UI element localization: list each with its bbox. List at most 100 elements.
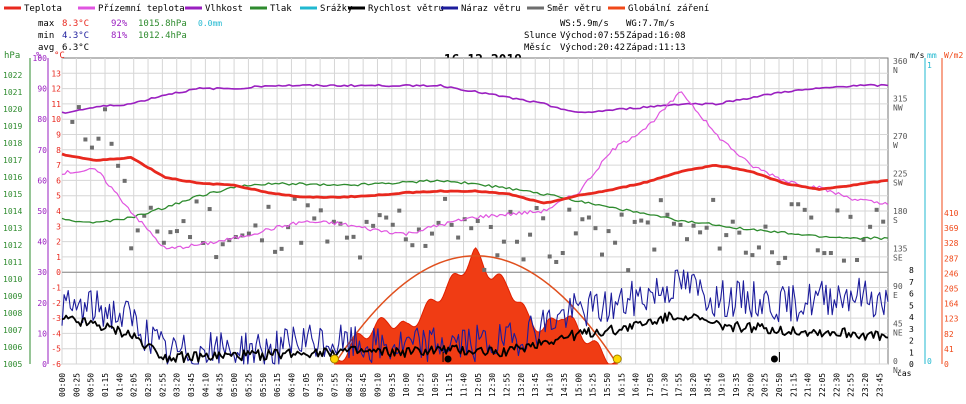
wind-dir-point — [318, 208, 323, 213]
wind-dir-point — [273, 249, 278, 254]
axis-tick-degc: -1 — [51, 284, 61, 293]
wind-dir-point — [855, 257, 860, 262]
sunrise-marker — [329, 354, 339, 364]
x-axis-label: čas — [897, 368, 912, 378]
x-tick-label: 13:45 — [531, 373, 540, 397]
wind-dir-point — [619, 212, 624, 217]
wind-dir-point — [116, 163, 121, 168]
wind-dir-point — [593, 226, 598, 231]
axis-unit-wm2: W/m2 — [944, 51, 963, 60]
legend-label: Vlhkost — [205, 4, 243, 14]
wind-dir-point — [586, 215, 591, 220]
moonrise-marker — [770, 355, 778, 363]
axis-tick-hpa: 1007 — [3, 326, 22, 335]
wind-dir-point — [868, 224, 873, 229]
axis-tick-hpa: 1022 — [3, 71, 22, 80]
x-tick-label: 20:00 — [746, 373, 755, 397]
wind-dir-point — [508, 209, 513, 214]
axis-tick-wm2: 369 — [944, 224, 959, 233]
wind-dir-point — [292, 196, 297, 201]
axis-tick-ms: 1 — [909, 348, 914, 357]
axis-tick-degc: 9 — [56, 131, 61, 140]
wind-dir-point — [841, 258, 846, 263]
axis-tick-wm2: 164 — [944, 300, 959, 309]
wind-dir-point — [750, 253, 755, 258]
wind-dir-point — [253, 223, 258, 228]
wind-dir-point — [815, 248, 820, 253]
axis-tick-pct: 40 — [37, 238, 47, 247]
wind-dir-point — [390, 222, 395, 227]
wind-dir-point — [665, 212, 670, 217]
wind-dir-point — [174, 229, 179, 234]
sun-label: Slunce — [524, 31, 557, 41]
axis-tick-wm2: 123 — [944, 315, 959, 324]
x-tick-label: 04:35 — [216, 373, 225, 397]
wind-dir-point — [528, 232, 533, 237]
axis-tick-wm2: 205 — [944, 285, 959, 294]
legend-label: Náraz větru — [461, 4, 521, 14]
wind-dir-point — [214, 255, 219, 260]
axis-tick-degc: 7 — [56, 161, 61, 170]
wind-dir-point — [730, 219, 735, 224]
axis-tick-hpa: 1021 — [3, 88, 22, 97]
wind-dir-point — [364, 219, 369, 224]
axis-tick-pct: 100 — [33, 54, 48, 63]
stats-min-hum: 81% — [111, 31, 128, 41]
stats-min-temp: 4.3°C — [62, 31, 89, 41]
wind-dir-point — [658, 198, 663, 203]
axis-tick-hpa: 1008 — [3, 309, 22, 318]
series-vlhkost — [61, 83, 889, 114]
wind-dir-point — [155, 229, 160, 234]
wind-dir-point — [449, 222, 454, 227]
axis-tick-wm2: 328 — [944, 239, 959, 248]
axis-tick-ms: 5 — [909, 301, 914, 310]
stats-max-temp: 8.3°C — [62, 19, 89, 29]
wind-dir-point — [246, 231, 251, 236]
wind-dir-point — [547, 254, 552, 259]
x-tick-label: 11:15 — [445, 373, 454, 397]
wind-dir-point — [606, 229, 611, 234]
axis-tick-ms: 8 — [909, 266, 914, 275]
legend-label: Směr větru — [547, 4, 601, 14]
x-tick-label: 05:00 — [230, 373, 239, 397]
wind-dir-point — [194, 199, 199, 204]
x-tick-label: 20:25 — [761, 373, 770, 397]
wind-dir-point — [514, 239, 519, 244]
x-tick-label: 10:00 — [402, 373, 411, 397]
wind-dir-point — [632, 219, 637, 224]
axis-tick-dir: 45 — [893, 320, 903, 329]
stats-avg-temp: 6.3°C — [62, 43, 89, 53]
wind-dir-point — [475, 218, 480, 223]
axis-tick-degc: 13 — [51, 69, 61, 78]
stats-min-press: 1012.4hPa — [138, 31, 187, 41]
axis-tick-degc: -4 — [51, 329, 61, 338]
stats-max-rain: 0.0mm — [198, 19, 222, 28]
axis-tick-hpa: 1017 — [3, 156, 22, 165]
x-tick-label: 18:20 — [689, 373, 698, 397]
x-tick-label: 06:15 — [273, 373, 282, 397]
series-teplota — [61, 152, 889, 205]
axis-tick-hpa: 1014 — [3, 207, 22, 216]
x-tick-label: 21:40 — [804, 373, 813, 397]
wind-dir-point — [789, 202, 794, 207]
wind-dir-point — [717, 246, 722, 251]
wind-dir-point — [416, 227, 421, 232]
wind-dir-point — [756, 245, 761, 250]
axis-tick-hpa: 1012 — [3, 241, 22, 250]
wind-dir-point — [599, 252, 604, 257]
x-tick-label: 23:20 — [861, 373, 870, 397]
wind-dir-point — [822, 251, 827, 256]
wind-dir-point — [626, 268, 631, 273]
axis-unit-mm: mm — [927, 51, 937, 60]
wind-dir-point — [881, 219, 886, 224]
axis-tick-ms: 7 — [909, 278, 914, 287]
stats-max-hum: 92% — [111, 19, 128, 29]
wind-dir-point — [456, 235, 461, 240]
wind-dir-point — [312, 216, 317, 221]
axis-unit-degc: °C — [54, 51, 65, 61]
wind-dir-point — [168, 230, 173, 235]
wind-dir-point — [70, 119, 75, 124]
wind-dir-point — [423, 243, 428, 248]
axis-tick-hpa: 1009 — [3, 292, 22, 301]
wind-dir-point — [410, 243, 415, 248]
